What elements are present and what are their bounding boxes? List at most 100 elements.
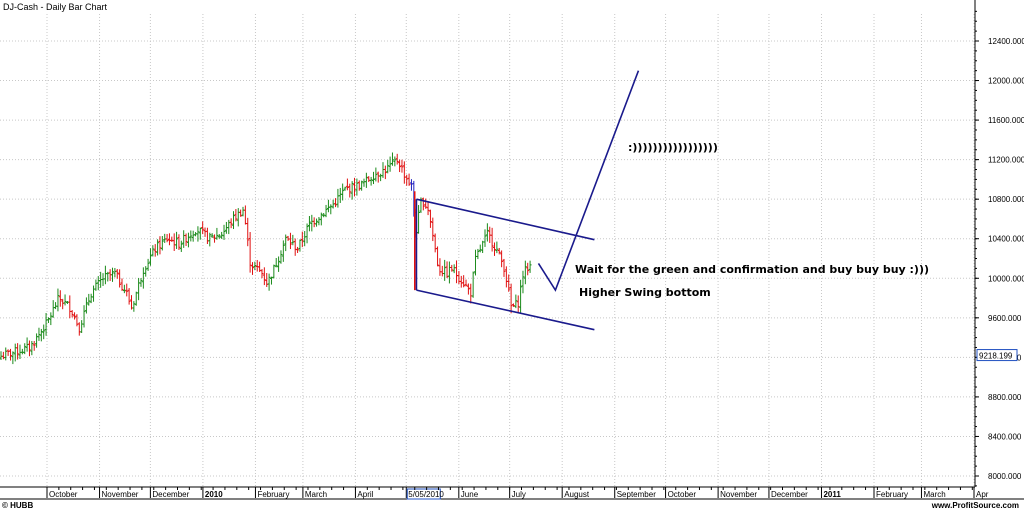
price-bar xyxy=(445,261,449,279)
price-bar xyxy=(374,167,378,182)
price-bar xyxy=(23,343,27,355)
price-bar xyxy=(158,236,162,255)
price-bar xyxy=(462,275,466,288)
y-tick-label: 8400.000 xyxy=(988,432,1022,441)
price-bar xyxy=(428,209,432,228)
price-bar xyxy=(87,293,91,306)
price-bar xyxy=(334,198,338,208)
price-bar xyxy=(156,239,160,256)
price-bar xyxy=(179,240,183,252)
price-bar xyxy=(42,324,46,340)
price-bar xyxy=(507,274,511,292)
price-bar xyxy=(234,208,238,222)
price-bar xyxy=(250,262,254,275)
price-bar xyxy=(132,301,136,312)
price-bar xyxy=(37,327,41,341)
price-bar xyxy=(82,305,86,328)
price-bar xyxy=(443,259,447,281)
projection-line xyxy=(537,70,640,292)
price-bar xyxy=(395,153,399,165)
price-bar xyxy=(298,239,302,252)
price-bar xyxy=(319,212,323,226)
price-bar xyxy=(49,312,53,326)
price-bar xyxy=(341,183,345,201)
price-bar xyxy=(526,262,530,276)
x-month-label: November xyxy=(102,490,139,499)
price-bar xyxy=(400,159,404,173)
x-month-label: February xyxy=(257,490,289,499)
price-bar xyxy=(222,224,226,240)
price-bar xyxy=(417,205,421,234)
price-bar xyxy=(208,232,212,247)
price-bar xyxy=(436,246,440,267)
price-bar xyxy=(84,297,88,314)
price-bar xyxy=(329,204,333,215)
x-month-label: February xyxy=(876,490,908,499)
price-bar xyxy=(267,273,271,291)
price-bar xyxy=(296,246,300,253)
price-bar xyxy=(246,217,250,247)
channel-lower-line xyxy=(416,289,595,331)
y-tick-label: 8000.000 xyxy=(988,472,1022,481)
price-bar xyxy=(511,303,515,307)
price-bar xyxy=(118,269,122,288)
price-bar xyxy=(307,216,311,232)
price-bar xyxy=(165,233,169,243)
price-bar xyxy=(11,351,15,365)
price-bar xyxy=(220,231,224,239)
price-bar xyxy=(364,172,368,188)
price-bar xyxy=(514,294,518,309)
price-bar xyxy=(239,209,243,217)
price-bar xyxy=(196,226,200,242)
trend-lines-layer xyxy=(415,70,640,331)
price-bar xyxy=(528,260,532,273)
price-bar xyxy=(153,244,157,257)
x-month-label: Apr xyxy=(976,490,989,499)
price-bar xyxy=(253,261,257,271)
price-bar xyxy=(388,156,392,172)
price-bar xyxy=(73,312,77,320)
price-bar xyxy=(281,240,285,262)
smiley-annotation: :))))))))))))))))) xyxy=(628,141,718,154)
price-bar xyxy=(63,294,67,306)
y-tick-label: 10000.000 xyxy=(988,274,1024,283)
price-bar xyxy=(355,178,359,196)
price-bar xyxy=(471,271,475,298)
price-bar xyxy=(274,257,278,268)
price-bar xyxy=(122,284,126,294)
x-month-label: July xyxy=(512,490,526,499)
price-bar xyxy=(348,183,352,198)
date-highlight-box xyxy=(406,488,441,500)
price-bar xyxy=(56,288,60,312)
x-month-label: December xyxy=(152,490,189,499)
price-bar xyxy=(260,269,264,279)
price-bar xyxy=(201,221,205,235)
price-bar xyxy=(198,227,202,240)
price-bar xyxy=(125,283,129,297)
y-tick-label: 10800.000 xyxy=(988,195,1024,204)
price-bar xyxy=(345,178,349,191)
price-bar xyxy=(500,250,504,268)
price-bar xyxy=(324,204,328,218)
last-price-box xyxy=(976,349,1018,362)
price-bar xyxy=(115,268,119,279)
y-tick-label: 11200.000 xyxy=(988,156,1024,165)
price-bar xyxy=(30,340,34,356)
price-bar xyxy=(284,234,288,252)
price-bar xyxy=(139,278,143,287)
price-bar xyxy=(248,232,252,273)
x-month-label: April xyxy=(357,490,373,499)
price-bar xyxy=(229,218,233,229)
price-bar xyxy=(215,227,219,240)
bars-layer xyxy=(0,152,532,365)
price-bar xyxy=(509,283,513,314)
y-tick-label: 12400.000 xyxy=(988,37,1024,46)
price-bar xyxy=(421,197,425,211)
price-bar xyxy=(175,231,179,249)
price-bar xyxy=(502,258,506,277)
price-bar xyxy=(483,229,487,247)
price-bar xyxy=(6,349,10,356)
price-bar xyxy=(111,267,115,282)
price-bar xyxy=(160,235,164,251)
